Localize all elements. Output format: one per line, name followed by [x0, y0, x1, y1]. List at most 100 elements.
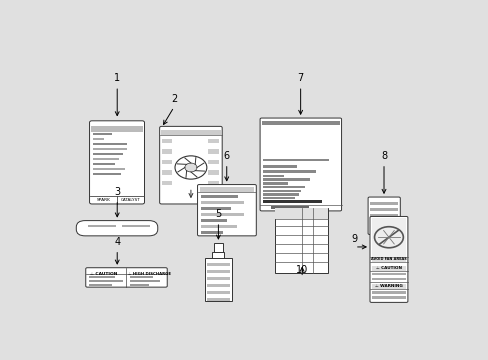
Bar: [371, 278, 405, 280]
Bar: [89, 280, 122, 282]
Circle shape: [184, 163, 197, 172]
Text: 5: 5: [215, 209, 221, 219]
Text: 3: 3: [114, 187, 120, 197]
FancyBboxPatch shape: [369, 216, 407, 302]
Bar: [263, 175, 284, 177]
Text: 8: 8: [380, 151, 386, 161]
Bar: [200, 207, 230, 210]
Bar: [263, 182, 287, 185]
Bar: [206, 270, 229, 273]
Bar: [369, 220, 397, 224]
Bar: [161, 170, 172, 175]
Bar: [371, 284, 406, 288]
Bar: [130, 276, 152, 278]
Bar: [206, 291, 229, 294]
FancyBboxPatch shape: [76, 221, 158, 236]
Bar: [161, 181, 172, 185]
Bar: [92, 133, 111, 135]
Bar: [371, 258, 406, 262]
Bar: [369, 202, 397, 205]
Bar: [92, 148, 126, 150]
Text: CATALYST: CATALYST: [121, 198, 141, 202]
Bar: [87, 225, 116, 228]
Text: 10: 10: [295, 265, 307, 275]
FancyBboxPatch shape: [367, 197, 400, 234]
Bar: [206, 277, 229, 280]
Bar: [92, 168, 124, 170]
Bar: [206, 263, 229, 266]
Bar: [263, 193, 299, 195]
Text: ⚠ CAUTION: ⚠ CAUTION: [89, 272, 117, 276]
Bar: [200, 219, 226, 222]
Bar: [371, 218, 406, 257]
Text: 9: 9: [351, 234, 357, 244]
Bar: [262, 121, 339, 125]
Text: AVOID FAN AREAS: AVOID FAN AREAS: [370, 257, 406, 261]
Bar: [263, 190, 301, 192]
Bar: [206, 284, 229, 287]
Bar: [263, 197, 295, 199]
Text: 6: 6: [223, 151, 229, 161]
Bar: [263, 166, 297, 168]
Bar: [130, 284, 149, 286]
Bar: [371, 296, 405, 298]
Bar: [371, 273, 405, 275]
Bar: [92, 153, 122, 155]
Bar: [200, 201, 244, 204]
Text: 7: 7: [297, 73, 303, 84]
Bar: [207, 181, 219, 185]
Bar: [263, 200, 321, 203]
FancyBboxPatch shape: [260, 118, 341, 211]
Bar: [207, 149, 219, 153]
Bar: [200, 187, 253, 192]
Bar: [206, 298, 229, 301]
Bar: [92, 138, 104, 140]
Bar: [92, 143, 126, 145]
Bar: [207, 139, 219, 143]
Bar: [200, 231, 223, 234]
Bar: [371, 291, 405, 293]
Bar: [207, 159, 219, 164]
Bar: [369, 208, 397, 211]
Bar: [263, 179, 310, 181]
Bar: [161, 130, 220, 135]
Bar: [200, 225, 236, 228]
Bar: [91, 126, 142, 132]
Bar: [205, 258, 231, 301]
Bar: [369, 214, 397, 217]
Text: 4: 4: [114, 237, 120, 247]
Bar: [92, 158, 119, 160]
FancyBboxPatch shape: [159, 126, 222, 204]
Bar: [92, 173, 121, 175]
Bar: [213, 243, 223, 252]
Text: ⚠ CAUTION: ⚠ CAUTION: [375, 266, 401, 270]
Text: ⚠ HIGH DISCHARGE: ⚠ HIGH DISCHARGE: [128, 272, 171, 276]
Text: ⚠ WARNING: ⚠ WARNING: [374, 284, 402, 288]
Bar: [371, 266, 406, 270]
Bar: [263, 186, 304, 188]
Bar: [275, 208, 327, 219]
Bar: [130, 280, 160, 282]
Bar: [271, 207, 309, 209]
Bar: [200, 213, 244, 216]
Bar: [89, 284, 111, 286]
Text: SPARK: SPARK: [96, 198, 110, 202]
Bar: [200, 194, 238, 198]
Bar: [263, 158, 329, 161]
Text: 1: 1: [114, 73, 120, 84]
Bar: [212, 252, 224, 261]
Bar: [92, 163, 115, 165]
Bar: [369, 226, 397, 230]
FancyBboxPatch shape: [197, 185, 256, 236]
FancyBboxPatch shape: [89, 121, 144, 204]
Bar: [207, 170, 219, 175]
Bar: [161, 139, 172, 143]
Bar: [89, 276, 115, 278]
Bar: [275, 208, 327, 273]
Text: 2: 2: [171, 94, 177, 104]
Bar: [161, 149, 172, 153]
Bar: [122, 225, 150, 228]
Bar: [161, 159, 172, 164]
Bar: [263, 170, 316, 173]
FancyBboxPatch shape: [85, 268, 167, 287]
